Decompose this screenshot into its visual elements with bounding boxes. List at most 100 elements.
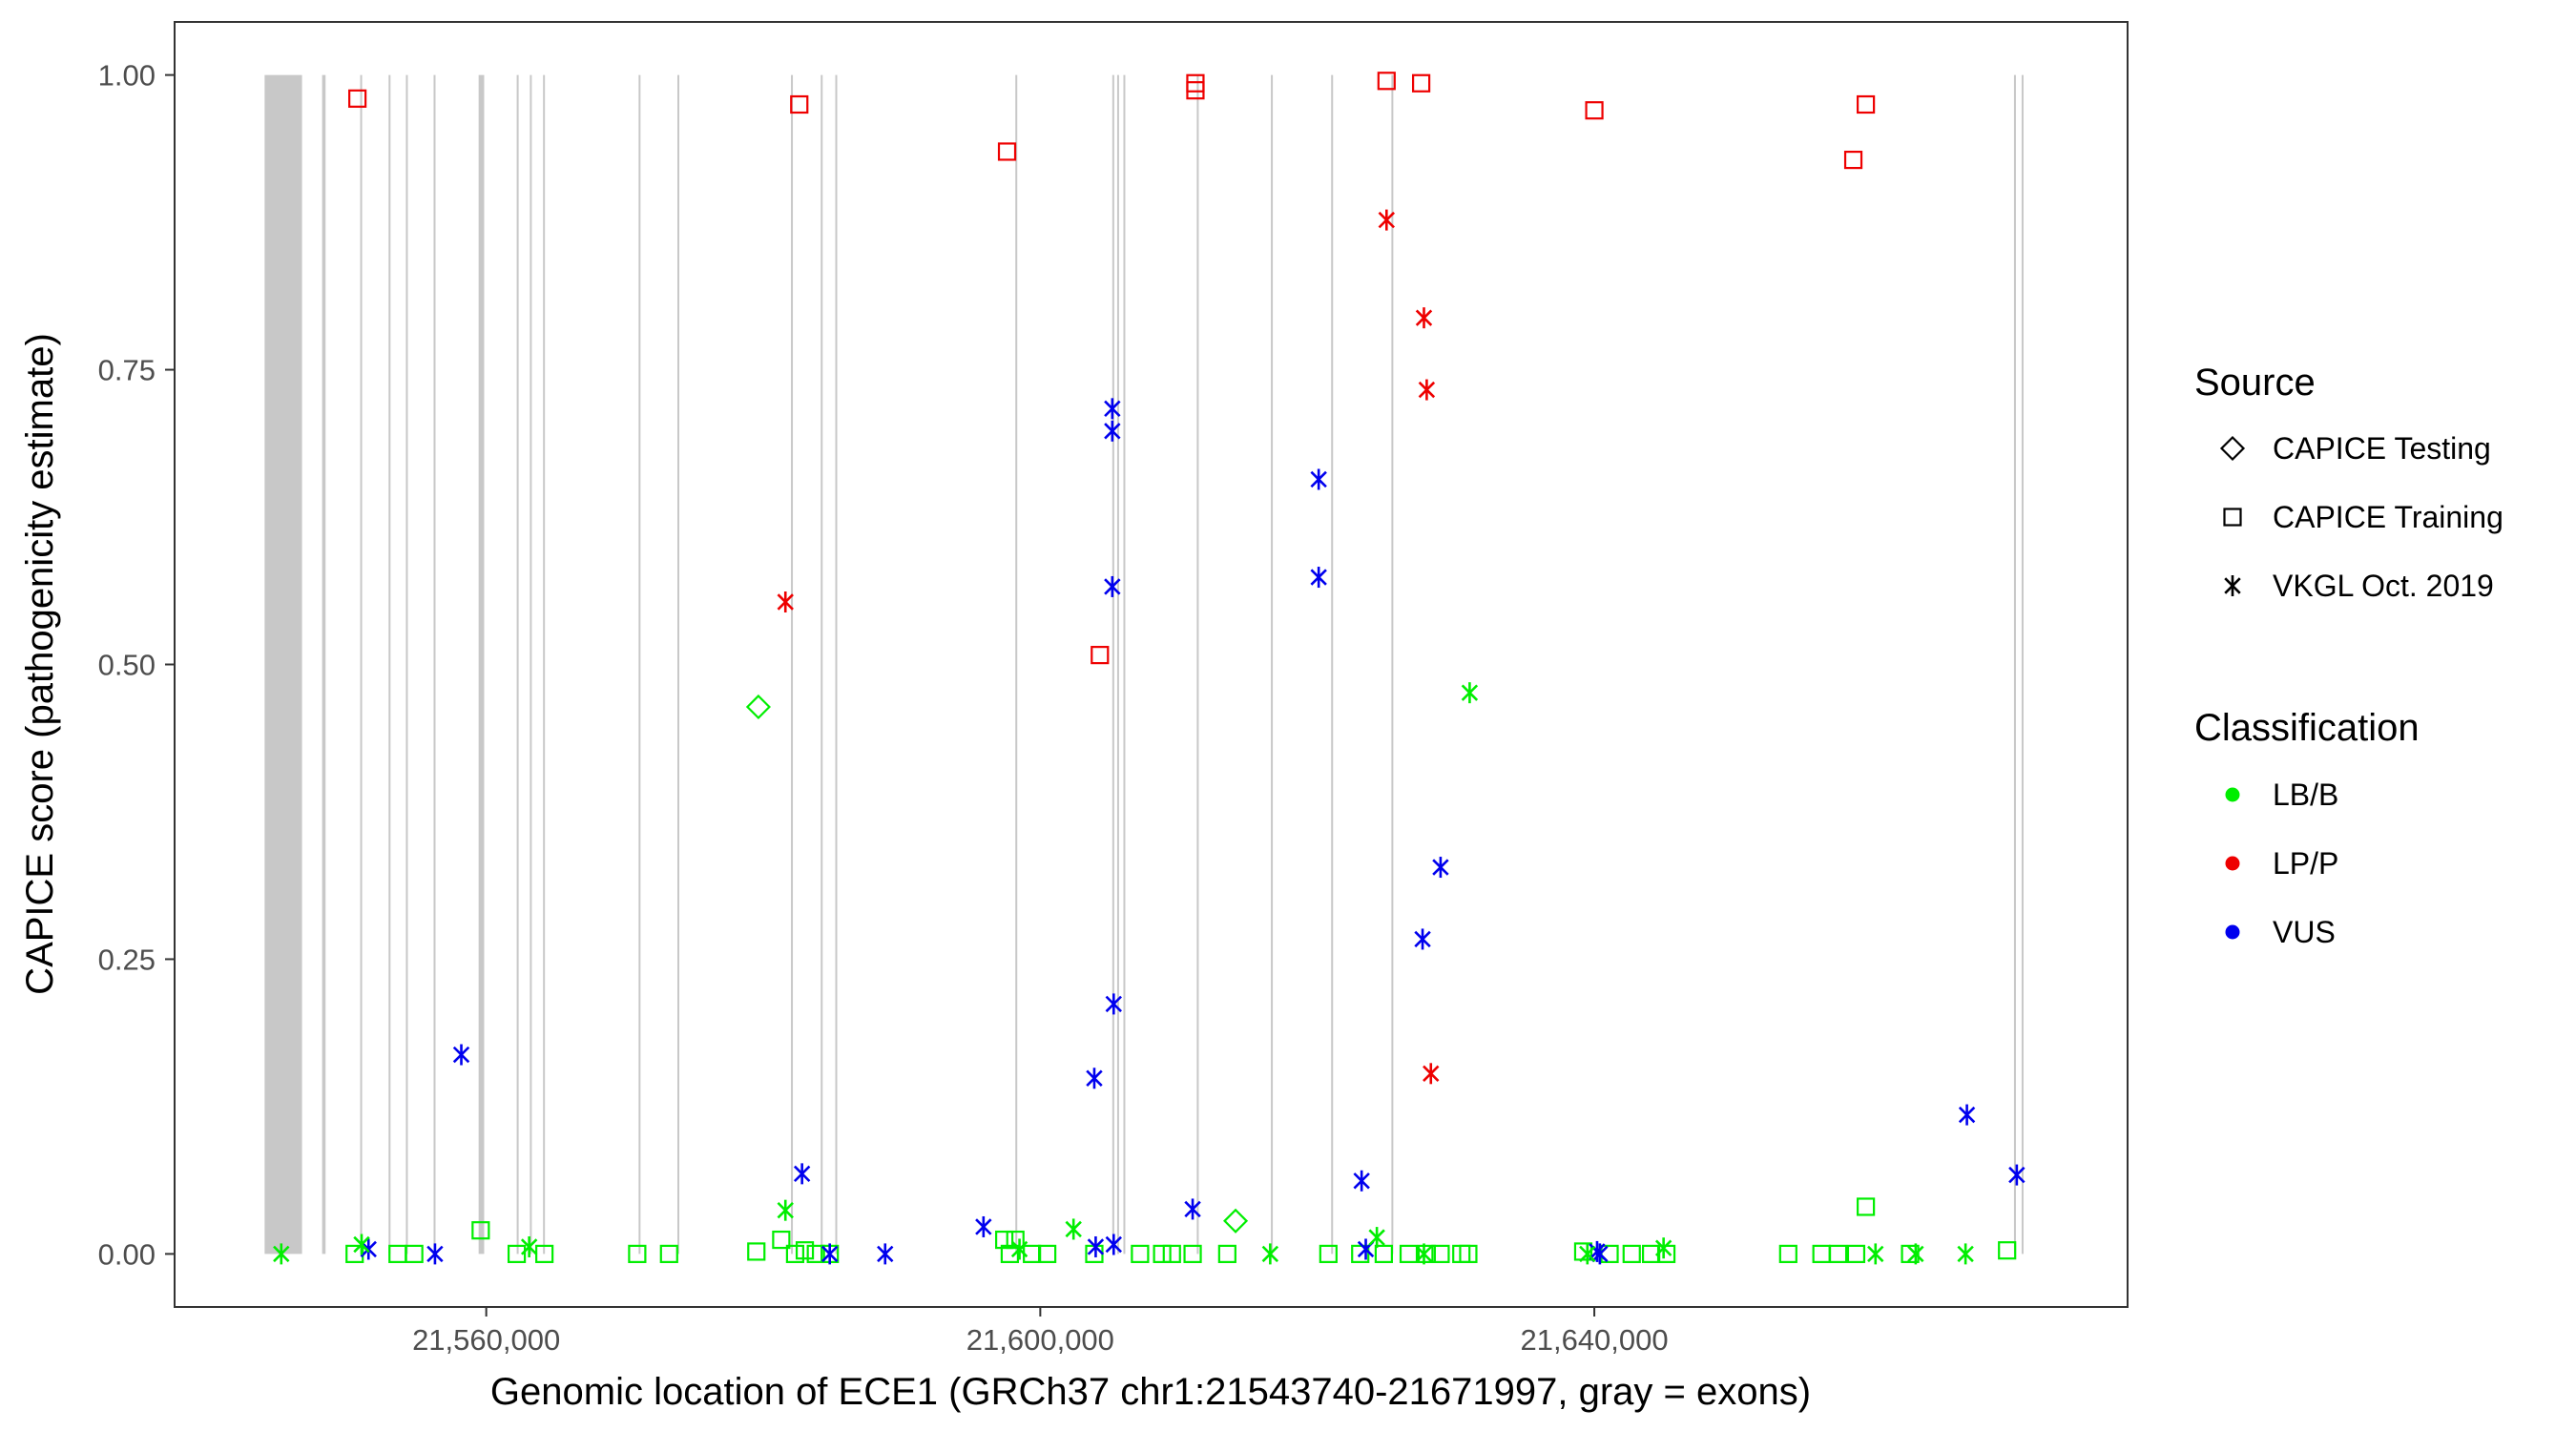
axes: 0.00 0.25 0.50 0.75 1.00 21,560,000 21,600,000…	[98, 59, 1669, 1357]
data-point-3-22	[1153, 1244, 1172, 1263]
legend-classification-label: VUS	[2273, 915, 2336, 949]
y-axis-label: CAPICE score (pathogenicity estimate)	[19, 333, 61, 995]
data-point-3-23	[1162, 1244, 1181, 1263]
data-point-4-3	[1415, 307, 1433, 329]
data-point-3-3	[405, 1244, 424, 1263]
data-point-3-44	[1901, 1244, 1920, 1263]
data-point-3-13	[806, 1244, 825, 1263]
legend-source: Source CAPICE Testing CAPICE Training VKGL…	[2194, 362, 2503, 603]
exon-band-9	[530, 74, 532, 1255]
x-tick-label: 21,560,000	[412, 1323, 560, 1357]
data-point-1-2	[1223, 1208, 1249, 1234]
data-point-2-9	[1585, 101, 1604, 120]
data-point-5-5	[821, 1243, 839, 1265]
legend-classification-key	[2225, 924, 2240, 940]
legend-classification-title: Classification	[2194, 707, 2420, 749]
legend-source-key-square	[2223, 508, 2242, 527]
data-point-6-8	[1368, 1227, 1385, 1249]
data-point-6-4	[777, 1199, 794, 1221]
data-point-6-11	[1579, 1243, 1596, 1265]
data-point-6-12	[1654, 1237, 1672, 1259]
y-tick-label: 0.25	[98, 943, 156, 976]
exon-band-21	[1271, 74, 1274, 1255]
y-tick-label: 0.00	[98, 1237, 156, 1271]
data-point-3-10	[772, 1230, 791, 1250]
exon-band-8	[516, 74, 519, 1255]
data-point-2-8	[1411, 73, 1431, 93]
legend-classification-key	[2225, 856, 2240, 871]
data-point-5-18	[1353, 1170, 1370, 1192]
data-point-3-24	[1183, 1244, 1202, 1263]
data-point-3-7	[628, 1244, 647, 1263]
x-tick-label: 21,640,000	[1520, 1323, 1668, 1357]
data-point-3-43	[1857, 1197, 1876, 1216]
data-point-2-3	[997, 142, 1017, 161]
data-point-3-31	[1431, 1244, 1450, 1263]
exon-band-6	[433, 74, 436, 1255]
exon-band-7	[478, 74, 485, 1255]
plot-panel	[174, 21, 2129, 1308]
data-points	[273, 72, 2025, 1265]
data-point-6-14	[1907, 1243, 1924, 1265]
exon-band-1	[264, 74, 302, 1255]
legend-source-title: Source	[2194, 362, 2316, 404]
legend-classification-key	[2225, 787, 2240, 802]
data-point-6-3	[520, 1235, 538, 1257]
exon-band-12	[676, 74, 679, 1255]
exon-band-24	[2013, 74, 2016, 1255]
data-point-3-42	[1846, 1244, 1866, 1263]
data-point-3-11	[785, 1244, 804, 1263]
legend-source-key-asterisk	[2224, 575, 2241, 596]
data-point-5-12	[1104, 575, 1121, 597]
exon-band-18	[1116, 74, 1119, 1255]
data-point-3-16	[1006, 1230, 1025, 1250]
data-point-6-1	[273, 1243, 290, 1265]
exon-bands	[264, 74, 2024, 1255]
y-tick-label: 0.75	[98, 354, 156, 387]
data-point-4-4	[1418, 379, 1436, 401]
data-point-2-1	[348, 89, 367, 108]
data-point-5-16	[1310, 468, 1327, 490]
data-point-3-26	[1319, 1244, 1338, 1263]
data-point-6-7	[1261, 1243, 1279, 1265]
data-point-3-36	[1622, 1244, 1641, 1263]
data-point-5-2	[426, 1243, 444, 1265]
data-point-4-1	[777, 591, 794, 613]
data-point-4-2	[1378, 209, 1395, 231]
exon-band-13	[791, 74, 794, 1255]
data-point-6-10	[1461, 682, 1479, 704]
data-point-6-13	[1867, 1243, 1884, 1265]
data-point-6-9	[1415, 1243, 1433, 1265]
data-point-3-19	[1038, 1244, 1057, 1263]
exon-band-16	[1015, 74, 1018, 1255]
legend-classification: Classification LB/B LP/P VUS	[2194, 707, 2420, 949]
data-point-5-10	[1104, 398, 1121, 420]
data-point-3-45	[1998, 1241, 2017, 1260]
data-point-3-28	[1374, 1244, 1393, 1263]
exon-band-2	[322, 74, 326, 1255]
data-point-5-21	[1432, 857, 1449, 879]
data-point-2-4	[1091, 646, 1110, 665]
data-point-3-4	[471, 1221, 490, 1240]
data-point-3-15	[995, 1230, 1014, 1250]
data-point-5-17	[1310, 567, 1327, 589]
data-point-5-9	[1087, 1235, 1105, 1257]
data-point-3-5	[507, 1244, 527, 1263]
data-point-3-33	[1459, 1244, 1478, 1263]
data-point-5-24	[1958, 1104, 1976, 1126]
exon-band-11	[638, 74, 641, 1255]
data-point-2-2	[790, 94, 809, 114]
data-point-3-30	[1417, 1244, 1437, 1263]
data-point-2-6	[1186, 81, 1205, 100]
data-point-5-8	[1086, 1068, 1103, 1089]
x-axis-label: Genomic location of ECE1 (GRCh37 chr1:21…	[490, 1371, 1811, 1413]
data-point-3-25	[1217, 1244, 1236, 1263]
exon-band-22	[1331, 74, 1334, 1255]
data-point-3-9	[747, 1242, 766, 1261]
exon-band-3	[360, 74, 363, 1255]
data-point-1-1	[745, 694, 771, 720]
data-point-3-27	[1351, 1244, 1370, 1263]
data-point-5-25	[2008, 1164, 2025, 1186]
data-point-5-11	[1104, 420, 1121, 442]
data-point-3-39	[1778, 1244, 1797, 1263]
